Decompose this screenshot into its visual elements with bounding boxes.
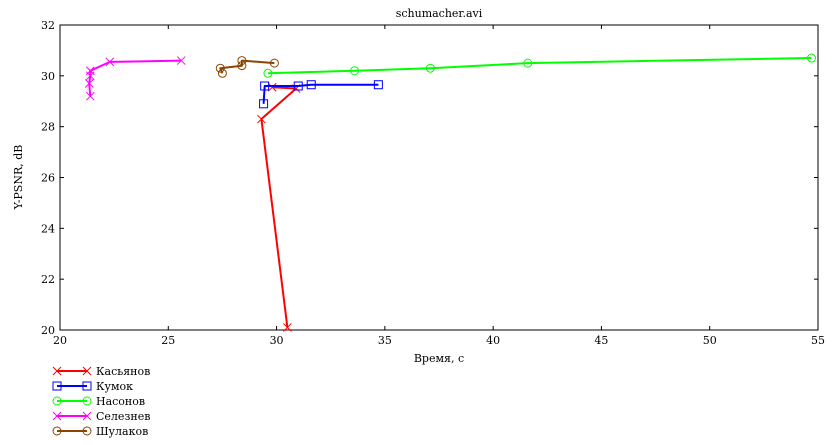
x-tick-label: 20 xyxy=(53,334,67,347)
y-axis-label: Y-PSNR, dB xyxy=(12,145,25,211)
data-point-circle-marker xyxy=(350,66,360,76)
y-tick-label: 20 xyxy=(41,324,55,337)
data-point-x-marker xyxy=(82,366,92,376)
data-point-circle-marker xyxy=(807,53,817,63)
data-point-square-marker xyxy=(293,81,303,91)
data-point-circle-marker xyxy=(217,68,227,78)
series-4 xyxy=(84,56,186,101)
legend-entry: Насонов xyxy=(52,395,145,408)
data-point-circle-marker xyxy=(263,68,273,78)
x-axis: 20 25 30 35 40 45 50 55 xyxy=(53,25,825,347)
x-tick-label: 35 xyxy=(378,334,392,347)
data-point-x-marker xyxy=(85,91,95,101)
legend-entry: Шулаков xyxy=(52,425,148,438)
data-point-square-marker xyxy=(373,80,383,90)
data-point-x-marker xyxy=(176,56,186,65)
legend-label: Кумок xyxy=(96,380,133,393)
series-2 xyxy=(259,80,383,109)
x-tick-label: 40 xyxy=(486,334,500,347)
data-point-x-marker xyxy=(257,114,266,124)
chart-title: schumacher.avi xyxy=(396,7,483,20)
x-tick-label: 25 xyxy=(161,334,175,347)
data-point-circle-marker xyxy=(237,61,247,71)
x-axis-label: Время, с xyxy=(414,352,464,365)
x-tick-label: 45 xyxy=(594,334,608,347)
series-line xyxy=(260,86,298,328)
legend-entry: Селезнев xyxy=(52,410,150,423)
data-point-circle-marker xyxy=(425,63,435,73)
data-point-x-marker xyxy=(283,323,292,332)
data-point-square-marker xyxy=(260,81,270,91)
y-tick-label: 32 xyxy=(41,19,55,32)
legend-label: Касьянов xyxy=(96,365,150,378)
series-line xyxy=(267,57,812,75)
y-tick-label: 24 xyxy=(41,222,55,235)
y-tick-label: 26 xyxy=(41,172,55,185)
data-point-square-marker xyxy=(82,381,92,391)
data-point-x-marker xyxy=(267,82,277,92)
data-point-square-marker xyxy=(259,99,269,109)
y-tick-label: 30 xyxy=(41,70,55,83)
data-point-x-marker xyxy=(82,411,92,421)
data-point-x-marker xyxy=(84,79,94,88)
legend-entry: Кумок xyxy=(52,380,133,393)
plot-frame xyxy=(59,24,819,331)
data-point-square-marker xyxy=(306,80,316,90)
data-point-x-marker xyxy=(52,366,62,376)
series-line xyxy=(219,59,275,74)
legend-label: Насонов xyxy=(96,395,145,408)
y-tick-label: 22 xyxy=(41,273,55,286)
plot-series xyxy=(84,53,817,332)
data-point-square-marker xyxy=(52,381,62,391)
series-1 xyxy=(257,82,301,332)
x-tick-label: 50 xyxy=(703,334,717,347)
series-3 xyxy=(263,53,817,78)
data-point-circle-marker xyxy=(82,426,92,436)
y-tick-label: 28 xyxy=(41,121,55,134)
x-tick-label: 30 xyxy=(270,334,284,347)
series-5 xyxy=(215,56,279,78)
legend-label: Селезнев xyxy=(96,410,150,423)
series-line xyxy=(262,83,379,104)
series-line xyxy=(88,59,182,97)
data-point-circle-marker xyxy=(237,56,247,66)
data-point-circle-marker xyxy=(269,58,279,68)
data-point-x-marker xyxy=(85,66,95,76)
data-point-circle-marker xyxy=(52,396,62,406)
data-point-circle-marker xyxy=(215,63,225,73)
legend-label: Шулаков xyxy=(96,425,148,438)
legend: Касьянов Кумок Насонов Селезнев Шулаков xyxy=(52,365,150,438)
data-point-x-marker xyxy=(105,57,115,67)
data-point-circle-marker xyxy=(52,426,62,436)
legend-entry: Касьянов xyxy=(52,365,150,378)
y-axis: 20 22 24 26 28 30 32 xyxy=(41,19,818,337)
x-tick-label: 55 xyxy=(811,334,825,347)
data-point-circle-marker xyxy=(82,396,92,406)
data-point-circle-marker xyxy=(523,58,533,68)
data-point-x-marker xyxy=(52,411,62,421)
